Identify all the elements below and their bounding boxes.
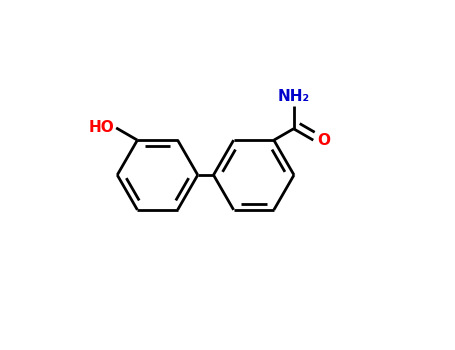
Text: HO: HO xyxy=(89,120,114,135)
Text: O: O xyxy=(318,133,330,148)
Text: NH₂: NH₂ xyxy=(278,89,310,104)
